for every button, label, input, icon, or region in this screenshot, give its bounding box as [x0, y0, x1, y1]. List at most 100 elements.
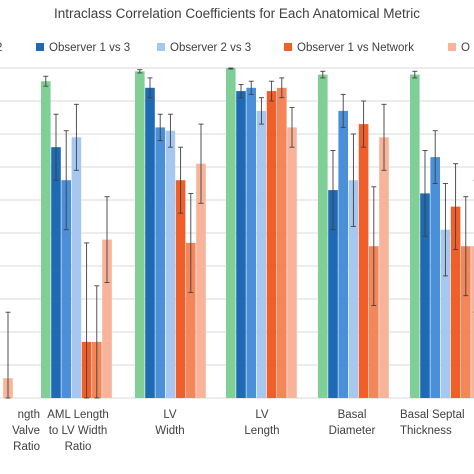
error-bar: [178, 146, 184, 214]
error-bar: [63, 130, 69, 231]
error-bar: [289, 107, 295, 148]
bar: [256, 110, 267, 399]
bar: [175, 180, 186, 398]
category-label: Basal Septal Thickness: [400, 407, 474, 439]
bar: [410, 74, 420, 398]
error-bar: [147, 77, 153, 99]
error-bar: [228, 67, 234, 70]
legend-item-partial-left: 2: [0, 42, 2, 54]
error-bar: [279, 77, 285, 99]
category-label-line: Ratio: [64, 441, 92, 453]
bar: [41, 81, 51, 398]
bar: [358, 124, 369, 398]
error-bar: [137, 69, 143, 74]
error-bar: [188, 192, 194, 293]
category-label-line: Ratio: [13, 441, 40, 453]
error-bar: [248, 80, 254, 95]
error-bar: [463, 196, 469, 297]
error-bar: [361, 100, 367, 148]
bar: [246, 87, 256, 399]
legend-swatch: [448, 43, 456, 51]
error-bar: [340, 93, 346, 128]
bar: [145, 87, 155, 399]
bar: [461, 246, 471, 398]
category-label-line: Length: [244, 425, 280, 437]
error-bar: [269, 80, 275, 102]
bar: [338, 110, 348, 399]
legend-item-observer-1-vs-network: Observer 1 vs Network: [284, 42, 414, 54]
category-label-line: AML Length: [47, 409, 109, 421]
bar: [186, 242, 196, 398]
bar: [440, 229, 451, 398]
error-bar: [453, 163, 459, 250]
category-label-line: LV: [255, 409, 269, 421]
bar: [226, 68, 236, 398]
bar: [430, 157, 440, 398]
bar: [135, 71, 145, 399]
error-bar: [84, 242, 90, 399]
category-label-line: Valve: [12, 425, 40, 437]
bar: [369, 246, 379, 398]
error-bar: [5, 311, 11, 399]
bar: [266, 91, 277, 398]
error-bar: [53, 113, 59, 181]
category-label: LV Width: [130, 407, 210, 439]
error-bar: [157, 113, 163, 142]
category-label-line: Thickness: [400, 425, 452, 437]
legend-item-observer-1-vs-3: Observer 1 vs 3: [36, 42, 130, 54]
error-bar: [104, 196, 110, 283]
category-label-line: Basal Septal: [400, 409, 465, 421]
legend-item-observer-2-vs-3: Observer 2 vs 3: [157, 42, 251, 54]
bar: [287, 127, 297, 399]
bar: [165, 130, 176, 398]
bar: [155, 127, 165, 399]
bar: [348, 180, 359, 398]
error-bar: [381, 103, 387, 171]
bar: [471, 246, 474, 398]
category-label: LV Length: [222, 407, 302, 439]
bar: [420, 193, 430, 398]
error-bar: [167, 113, 173, 148]
error-bar: [350, 133, 356, 227]
error-bar: [198, 123, 204, 204]
legend-text: O: [461, 42, 470, 54]
legend-swatch: [284, 43, 292, 51]
bar: [318, 74, 328, 398]
error-bar: [258, 97, 264, 125]
error-bar: [73, 103, 79, 171]
category-label: Basal Diameter: [312, 407, 392, 439]
error-bar: [371, 186, 377, 307]
bar: [51, 147, 61, 398]
legend-text: Observer 1 vs 3: [49, 42, 131, 54]
category-label-line: LV: [163, 409, 177, 421]
bar: [277, 87, 287, 399]
category-label: AML Length to LV Width Ratio: [38, 407, 118, 455]
category-label-line: Diameter: [328, 425, 376, 437]
bar: [61, 180, 71, 398]
error-bar: [432, 130, 438, 184]
category-label-line: ngth: [17, 409, 40, 421]
category-label: ngth Valve Ratio: [0, 407, 40, 455]
legend-item-partial-right: O: [448, 42, 470, 54]
error-bar: [412, 70, 418, 79]
chart-title: Intraclass Correlation Coefficients for …: [54, 6, 420, 21]
bar: [102, 239, 112, 398]
legend-text: 2: [0, 42, 2, 54]
category-label-line: Basal: [337, 409, 367, 421]
error-bar: [422, 150, 428, 237]
category-label-line: Width: [155, 425, 185, 437]
legend: 2 Observer 1 vs 3 Observer 2 vs 3 Observ…: [0, 42, 474, 58]
legend-swatch: [36, 43, 44, 51]
bar: [450, 206, 461, 398]
bar: [379, 137, 389, 399]
bar: [71, 137, 82, 399]
error-bar: [320, 70, 326, 79]
bar: [196, 163, 206, 398]
error-bar: [94, 285, 100, 399]
bar: [236, 91, 246, 398]
error-bar: [238, 84, 244, 99]
legend-text: Observer 2 vs 3: [170, 42, 252, 54]
legend-swatch: [157, 43, 165, 51]
bar: [328, 190, 338, 398]
